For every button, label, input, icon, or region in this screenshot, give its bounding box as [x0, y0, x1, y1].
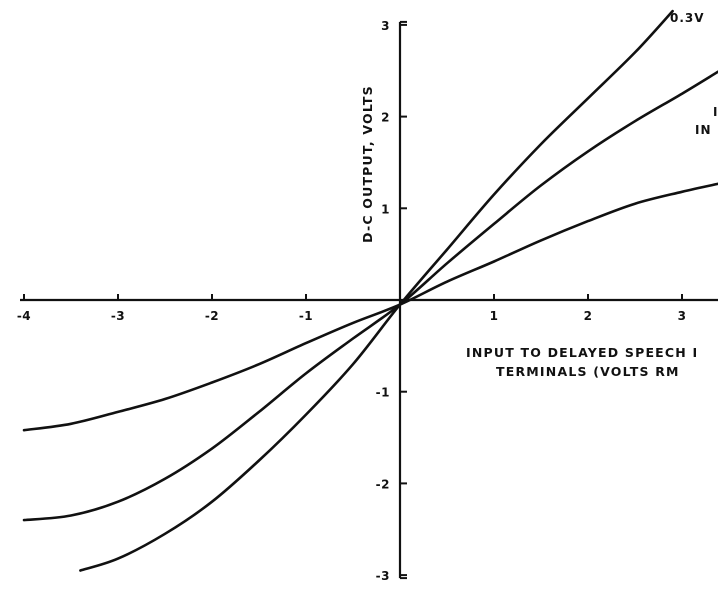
- x-tick-label: -1: [299, 309, 313, 323]
- annotation-i: I: [713, 105, 718, 119]
- x-tick-label: 3: [678, 309, 687, 323]
- y-tick-label: 3: [381, 19, 390, 33]
- curve-0-3v: [79, 9, 674, 572]
- y-axis-title: D-C OUTPUT, VOLTS: [360, 85, 375, 243]
- y-tick-label: -1: [376, 386, 390, 400]
- curves: [22, 9, 718, 572]
- x-tick-label: 1: [490, 309, 499, 323]
- x-axis-title-line-2: TERMINALS (VOLTS RM: [496, 364, 680, 379]
- x-tick-label: 2: [584, 309, 593, 323]
- annotation-in: IN: [695, 123, 712, 137]
- x-tick-label: -4: [17, 309, 31, 323]
- curve-label-0-3v: 0.3V: [670, 11, 705, 25]
- curve-lowest: [22, 182, 718, 432]
- labels: D-C OUTPUT, VOLTS INPUT TO DELAYED SPEEC…: [360, 11, 718, 379]
- curve-middle: [22, 70, 718, 522]
- x-tick-label: -2: [205, 309, 219, 323]
- axes: -4 -3 -2 -1 1 2 3 -3 -2 -1 1 2 3: [17, 19, 718, 583]
- y-tick-label: -2: [376, 477, 390, 491]
- x-tick-label: -3: [111, 309, 125, 323]
- x-axis-title-line-1: INPUT TO DELAYED SPEECH I: [466, 345, 698, 360]
- y-tick-label: 1: [381, 202, 390, 216]
- y-tick-label: -3: [376, 569, 390, 583]
- y-tick-label: 2: [381, 111, 390, 125]
